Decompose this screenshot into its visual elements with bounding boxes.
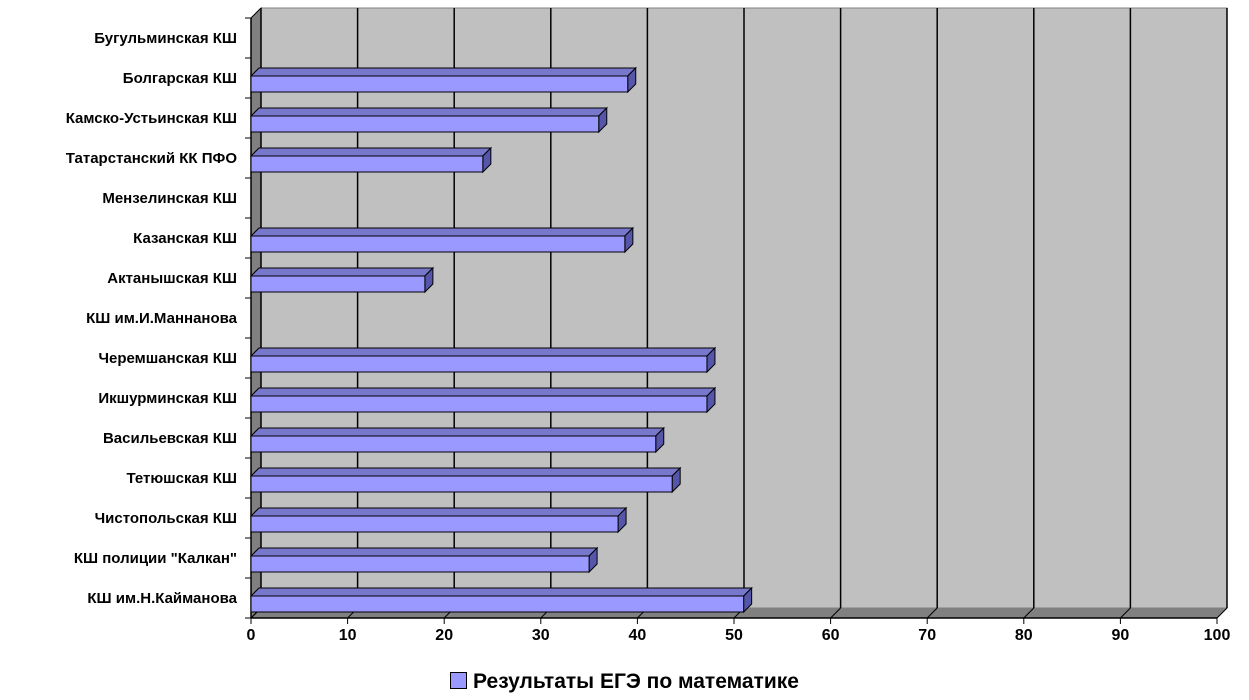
bar-6 bbox=[250, 275, 426, 293]
legend-swatch bbox=[450, 672, 468, 689]
bar-top-6 bbox=[249, 267, 435, 277]
x-tick-label-90: 90 bbox=[1112, 627, 1130, 644]
gridline-floor-60 bbox=[830, 607, 841, 619]
category-label-2: Камско-Устьинская КШ bbox=[66, 110, 237, 127]
x-tick-label-70: 70 bbox=[918, 627, 936, 644]
bar-top-14 bbox=[249, 587, 753, 597]
category-label-10: Васильевская КШ bbox=[103, 430, 237, 447]
bar-8 bbox=[250, 355, 708, 373]
x-tick-label-10: 10 bbox=[339, 627, 357, 644]
category-label-1: Болгарская КШ bbox=[123, 70, 237, 87]
category-label-14: КШ им.Н.Кайманова bbox=[87, 590, 237, 607]
category-label-6: Актанышская КШ bbox=[107, 270, 237, 287]
legend-label: Результаты ЕГЭ по математике bbox=[473, 670, 799, 693]
bar-5 bbox=[250, 235, 626, 253]
bar-1 bbox=[250, 75, 629, 93]
category-label-4: Мензелинская КШ bbox=[102, 190, 237, 207]
x-tick-label-40: 40 bbox=[629, 627, 647, 644]
bar-11 bbox=[250, 475, 673, 493]
bar-top-1 bbox=[249, 67, 637, 77]
bar-12 bbox=[250, 515, 619, 533]
x-tick-label-20: 20 bbox=[435, 627, 453, 644]
x-tick-label-50: 50 bbox=[725, 627, 743, 644]
gridline-floor-70 bbox=[926, 607, 938, 619]
bar-top-13 bbox=[249, 547, 599, 557]
category-label-11: Тетюшская КШ bbox=[126, 470, 237, 487]
bar-9 bbox=[250, 395, 708, 413]
bar-top-10 bbox=[249, 427, 665, 437]
category-label-12: Чистопольская КШ bbox=[95, 510, 237, 527]
bar-top-12 bbox=[249, 507, 628, 517]
category-label-5: Казанская КШ bbox=[133, 230, 237, 247]
bar-top-5 bbox=[249, 227, 635, 237]
gridline-floor-90 bbox=[1120, 607, 1131, 619]
bar-top-2 bbox=[249, 107, 608, 117]
category-label-0: Бугульминская КШ bbox=[94, 30, 237, 47]
x-tick-label-60: 60 bbox=[822, 627, 840, 644]
bar-3 bbox=[250, 155, 484, 173]
bar-top-9 bbox=[249, 387, 717, 397]
category-label-13: КШ полиции "Калкан" bbox=[74, 550, 237, 567]
gridline-floor-100 bbox=[1216, 607, 1228, 619]
bar-14 bbox=[250, 595, 745, 613]
x-tick-label-100: 100 bbox=[1204, 627, 1231, 644]
x-tick-label-30: 30 bbox=[532, 627, 550, 644]
bar-10 bbox=[250, 435, 657, 453]
legend: Результаты ЕГЭ по математике bbox=[0, 670, 1249, 694]
gridline-floor-80 bbox=[1023, 607, 1035, 619]
bar-2 bbox=[250, 115, 600, 133]
category-label-7: КШ им.И.Маннанова bbox=[86, 310, 238, 327]
category-label-3: Татарстанский КК ПФО bbox=[66, 150, 238, 167]
category-label-9: Икшурминская КШ bbox=[98, 390, 237, 407]
bar-top-8 bbox=[249, 347, 717, 357]
x-tick-label-80: 80 bbox=[1015, 627, 1033, 644]
bar-13 bbox=[250, 555, 590, 573]
category-label-8: Черемшанская КШ bbox=[98, 350, 237, 367]
bar-top-3 bbox=[249, 147, 493, 157]
x-tick-label-0: 0 bbox=[247, 627, 256, 644]
bar-top-11 bbox=[249, 467, 682, 477]
